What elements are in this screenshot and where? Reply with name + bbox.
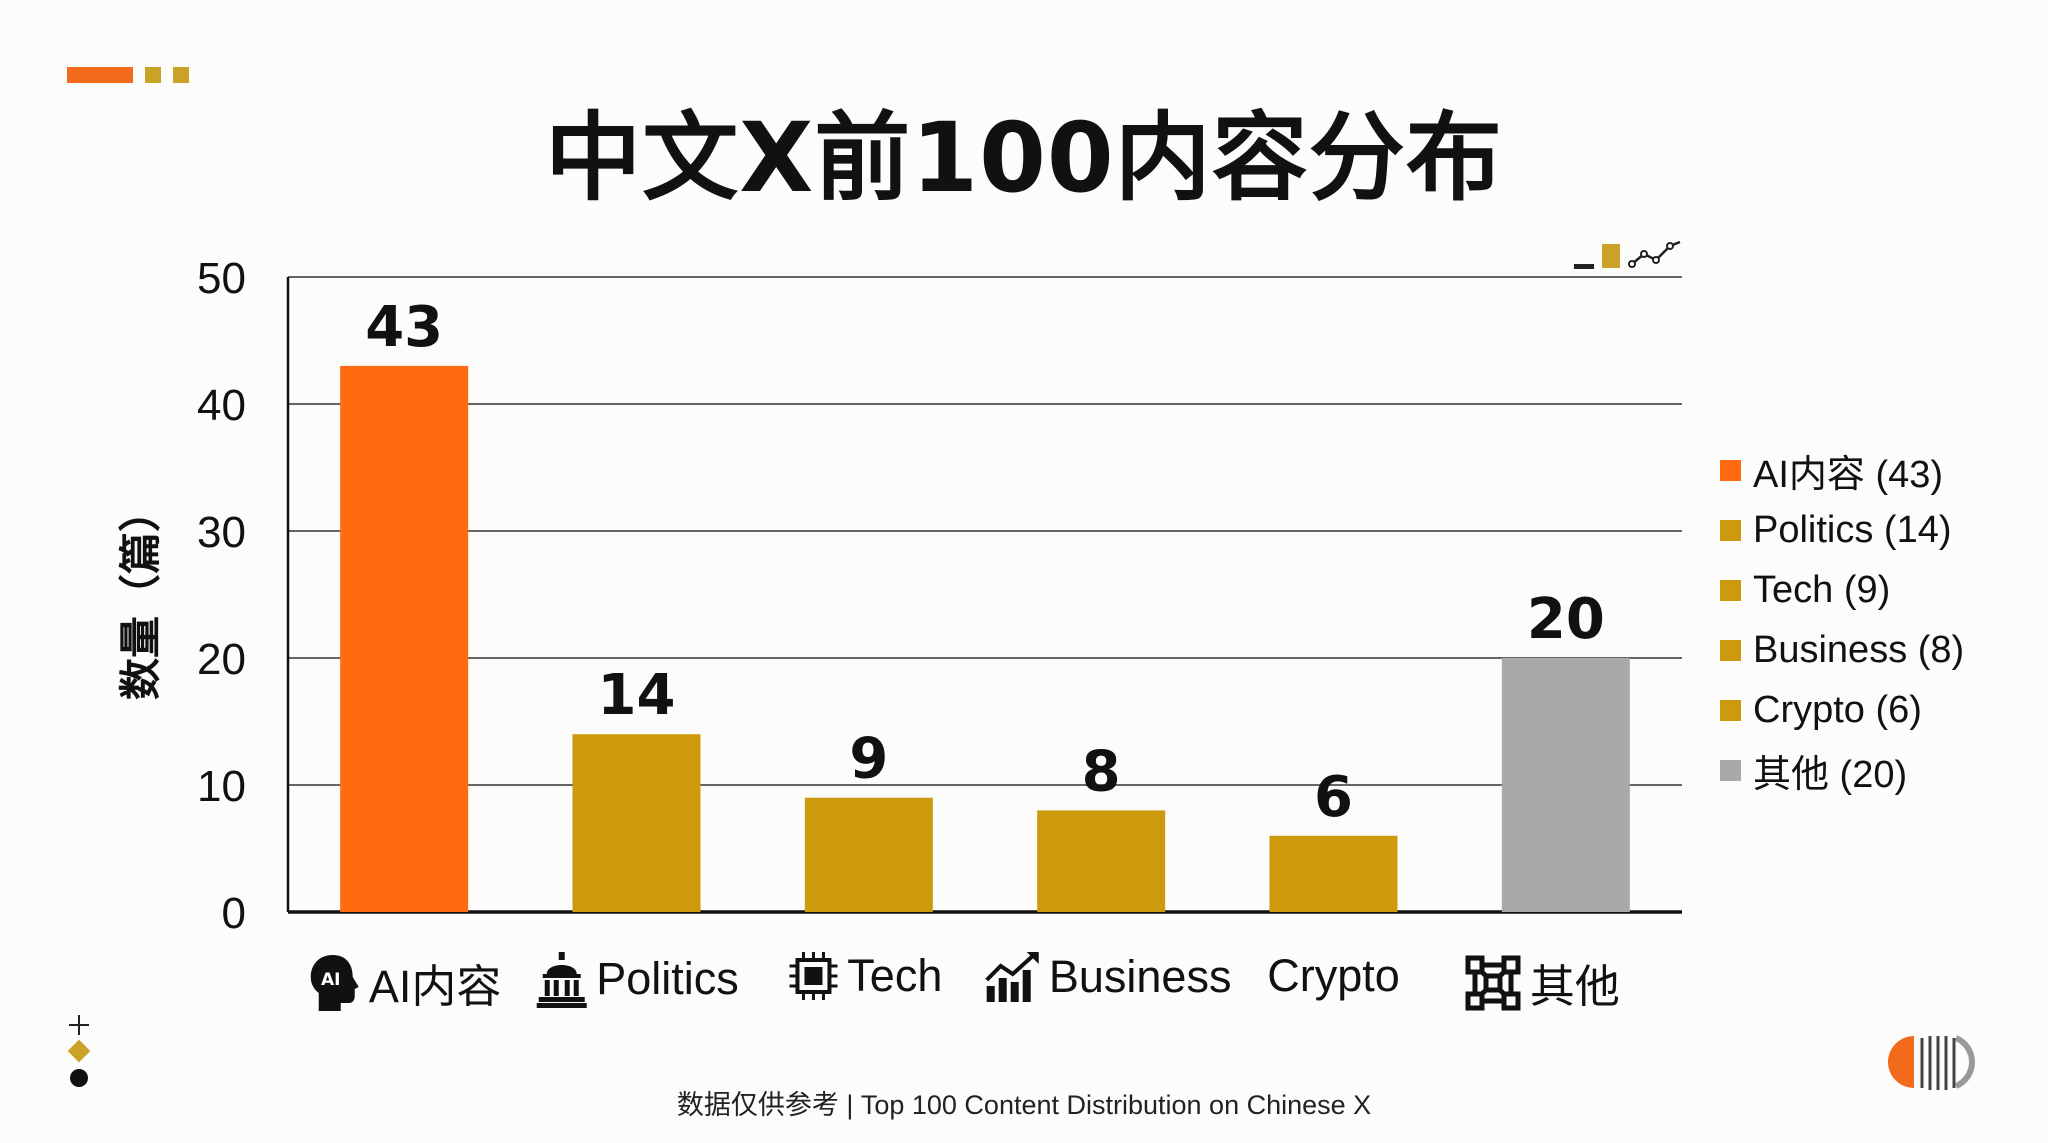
legend-swatch — [1720, 639, 1741, 661]
data-label: 14 — [598, 663, 676, 728]
logo-mark — [1888, 1035, 1975, 1090]
footer-note: 数据仅供参考 | Top 100 Content Distribution on… — [676, 1090, 1372, 1120]
chart-title: 中文X前100内容分布 — [545, 102, 1503, 214]
x-tick-label: Tech — [787, 950, 942, 1002]
legend-label: Politics (14) — [1753, 508, 1952, 551]
legend-item: Business (8) — [1720, 620, 1964, 680]
legend-item: 其他 (20) — [1720, 740, 1964, 800]
decor-shapes — [67, 1015, 91, 1087]
chart-legend: AI内容 (43) Politics (14) Tech (9) Business (… — [1720, 440, 1964, 800]
chip-icon — [787, 950, 839, 1002]
legend-item: Tech (9) — [1720, 560, 1964, 620]
x-tick-text: Politics — [596, 953, 739, 1004]
bar — [804, 797, 933, 912]
bar — [340, 365, 469, 912]
x-tick-text: Tech — [847, 950, 943, 1001]
data-label: 43 — [365, 295, 443, 360]
legend-label: Business (8) — [1753, 628, 1965, 671]
legend-item: Politics (14) — [1720, 500, 1964, 560]
x-tick-text: Crypto — [1267, 950, 1400, 1001]
x-tick-label: Business — [983, 950, 1232, 1004]
data-label: 6 — [1314, 765, 1353, 830]
legend-swatch — [1720, 519, 1741, 541]
legend-label: AI内容 (43) — [1753, 453, 1944, 496]
y-tick-label: 0 — [222, 889, 246, 938]
bar — [572, 734, 701, 912]
decor-bar — [67, 67, 133, 83]
y-tick-label: 40 — [197, 381, 246, 430]
legend-label: 其他 (20) — [1753, 753, 1908, 796]
bar — [1269, 835, 1398, 912]
decor-square — [173, 67, 189, 83]
ai-head-icon: AI — [307, 953, 361, 1013]
legend-label: Tech (9) — [1753, 568, 1891, 611]
chart-type-icon — [1574, 240, 1681, 269]
x-tick-text: AI内容 — [368, 961, 502, 1012]
x-tick-label: AI AI内容 — [307, 950, 502, 1015]
capitol-icon — [534, 950, 588, 1008]
bar — [1501, 658, 1630, 912]
legend-item: Crypto (6) — [1720, 680, 1964, 740]
data-label: 20 — [1527, 587, 1605, 652]
network-icon — [1464, 954, 1522, 1012]
y-tick-label: 50 — [197, 254, 246, 303]
legend-swatch — [1720, 759, 1741, 781]
y-tick-label: 20 — [197, 635, 246, 684]
x-tick-text: Business — [1048, 951, 1232, 1002]
data-label: 8 — [1082, 739, 1121, 804]
data-label: 9 — [849, 727, 888, 792]
legend-label: Crypto (6) — [1753, 688, 1922, 731]
bar — [1037, 810, 1166, 912]
growth-chart-icon — [983, 950, 1041, 1004]
y-tick-label: 10 — [197, 762, 246, 811]
legend-swatch — [1720, 699, 1741, 721]
x-tick-text: 其他 — [1529, 961, 1620, 1012]
x-tick-label: Politics — [534, 950, 739, 1008]
x-tick-label: 其他 — [1464, 950, 1620, 1015]
y-tick-label: 30 — [197, 508, 246, 557]
svg-text:AI: AI — [321, 970, 340, 990]
x-tick-label: Crypto — [1267, 950, 1400, 1002]
legend-swatch — [1720, 579, 1741, 601]
y-axis-label: 数量（篇） — [116, 490, 165, 700]
x-axis-categories: AI AI内容 Politics Tech Business Crypto 其他 — [0, 950, 2048, 1012]
decor-square — [145, 67, 161, 83]
legend-swatch — [1720, 459, 1741, 481]
legend-item: AI内容 (43) — [1720, 440, 1964, 500]
